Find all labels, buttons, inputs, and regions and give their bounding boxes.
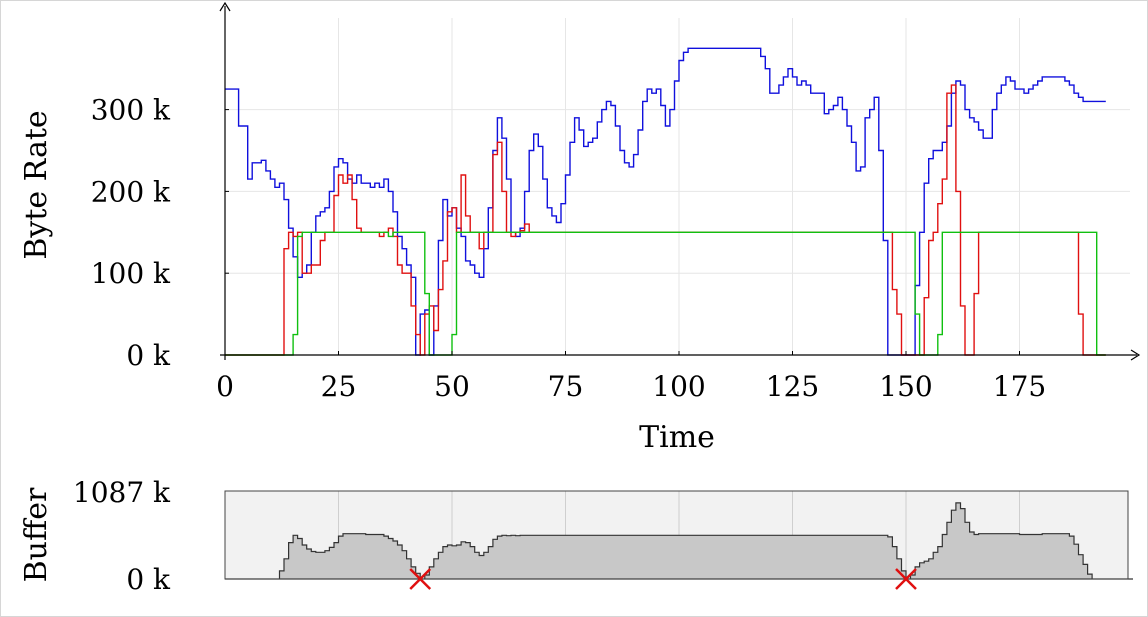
x-tick-label: 125 [766, 370, 819, 403]
buffer-y-tick-label: 0 k [126, 563, 171, 596]
buffer-y-tick-label: 1087 k [73, 476, 171, 509]
main-ticks: 0 25 50 75 100 125 150 175 0 k 100 k 200 k 300 k [91, 94, 1047, 403]
byte-rate-chart: 0 25 50 75 100 125 150 175 0 k 100 k 200 k 300 k Ti… [19, 1, 1141, 455]
stall-marker [409, 568, 432, 590]
x-tick-label: 100 [652, 370, 705, 403]
buffer-axis-label: Buffer [19, 487, 54, 582]
buffer-area [225, 502, 1133, 580]
x-axis-arrow [1130, 349, 1141, 361]
buffer-area-group [225, 502, 1133, 580]
buffer-chart: 0 k 1087 k Buffer [19, 476, 1133, 596]
y-tick-label: 0 k [126, 339, 171, 372]
x-tick-label: 75 [548, 370, 584, 403]
buffer-plot-border [224, 490, 1129, 580]
y-tick-label: 200 k [91, 175, 171, 208]
main-grid [225, 18, 1130, 355]
stall-markers [409, 568, 917, 590]
y-axis-arrow [219, 1, 231, 12]
series-line-1 [225, 84, 1106, 356]
buffer-ticks: 0 k 1087 k [73, 476, 171, 596]
x-tick-label: 25 [321, 370, 357, 403]
x-tick-label: 50 [434, 370, 470, 403]
x-tick-label: 150 [879, 370, 932, 403]
x-tick-label: 175 [993, 370, 1046, 403]
y-axis-label: Byte Rate [19, 110, 54, 259]
stall-marker [895, 568, 917, 590]
x-axis-label: Time [639, 420, 715, 455]
main-series-group [225, 47, 1106, 356]
y-tick-label: 100 k [91, 257, 171, 290]
x-tick-label: 0 [216, 370, 234, 403]
y-tick-label: 300 k [91, 94, 171, 127]
